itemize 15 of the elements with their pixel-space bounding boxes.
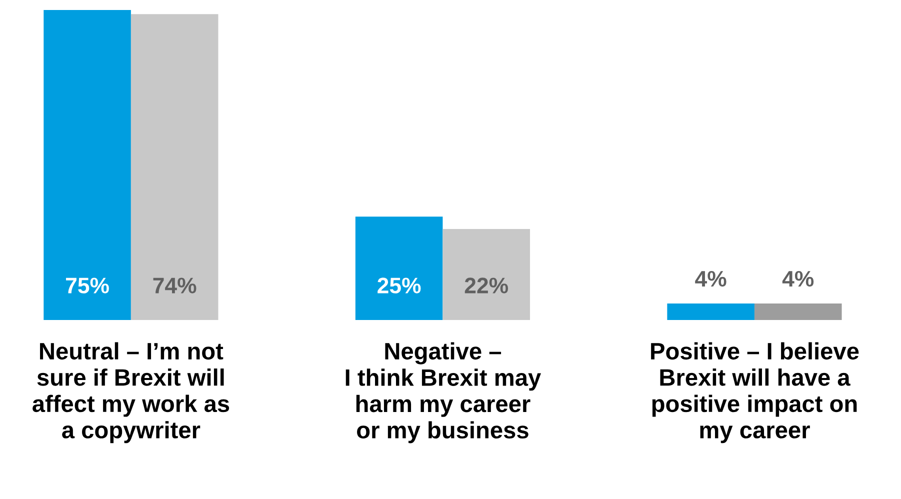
x-tick-label: Positive – I believe Brexit will have a positive impact on my career bbox=[651, 342, 859, 444]
bar bbox=[44, 10, 131, 320]
x-tick-label: Negative – I think Brexit may harm my career or my business bbox=[346, 342, 541, 444]
bar bbox=[355, 216, 443, 320]
x-tick-label: Neutral – I’m not sure if Brexit will affect my work as a copywriter bbox=[32, 342, 230, 444]
bar bbox=[442, 229, 530, 320]
data-label: 4% bbox=[782, 270, 814, 287]
bar bbox=[130, 14, 218, 320]
data-label: 4% bbox=[695, 270, 726, 287]
data-label: 22% bbox=[464, 278, 508, 294]
data-label: 74% bbox=[153, 278, 196, 294]
bar bbox=[754, 303, 842, 320]
bar bbox=[667, 303, 754, 320]
data-label: 75% bbox=[66, 278, 109, 294]
data-label: 25% bbox=[378, 278, 421, 294]
